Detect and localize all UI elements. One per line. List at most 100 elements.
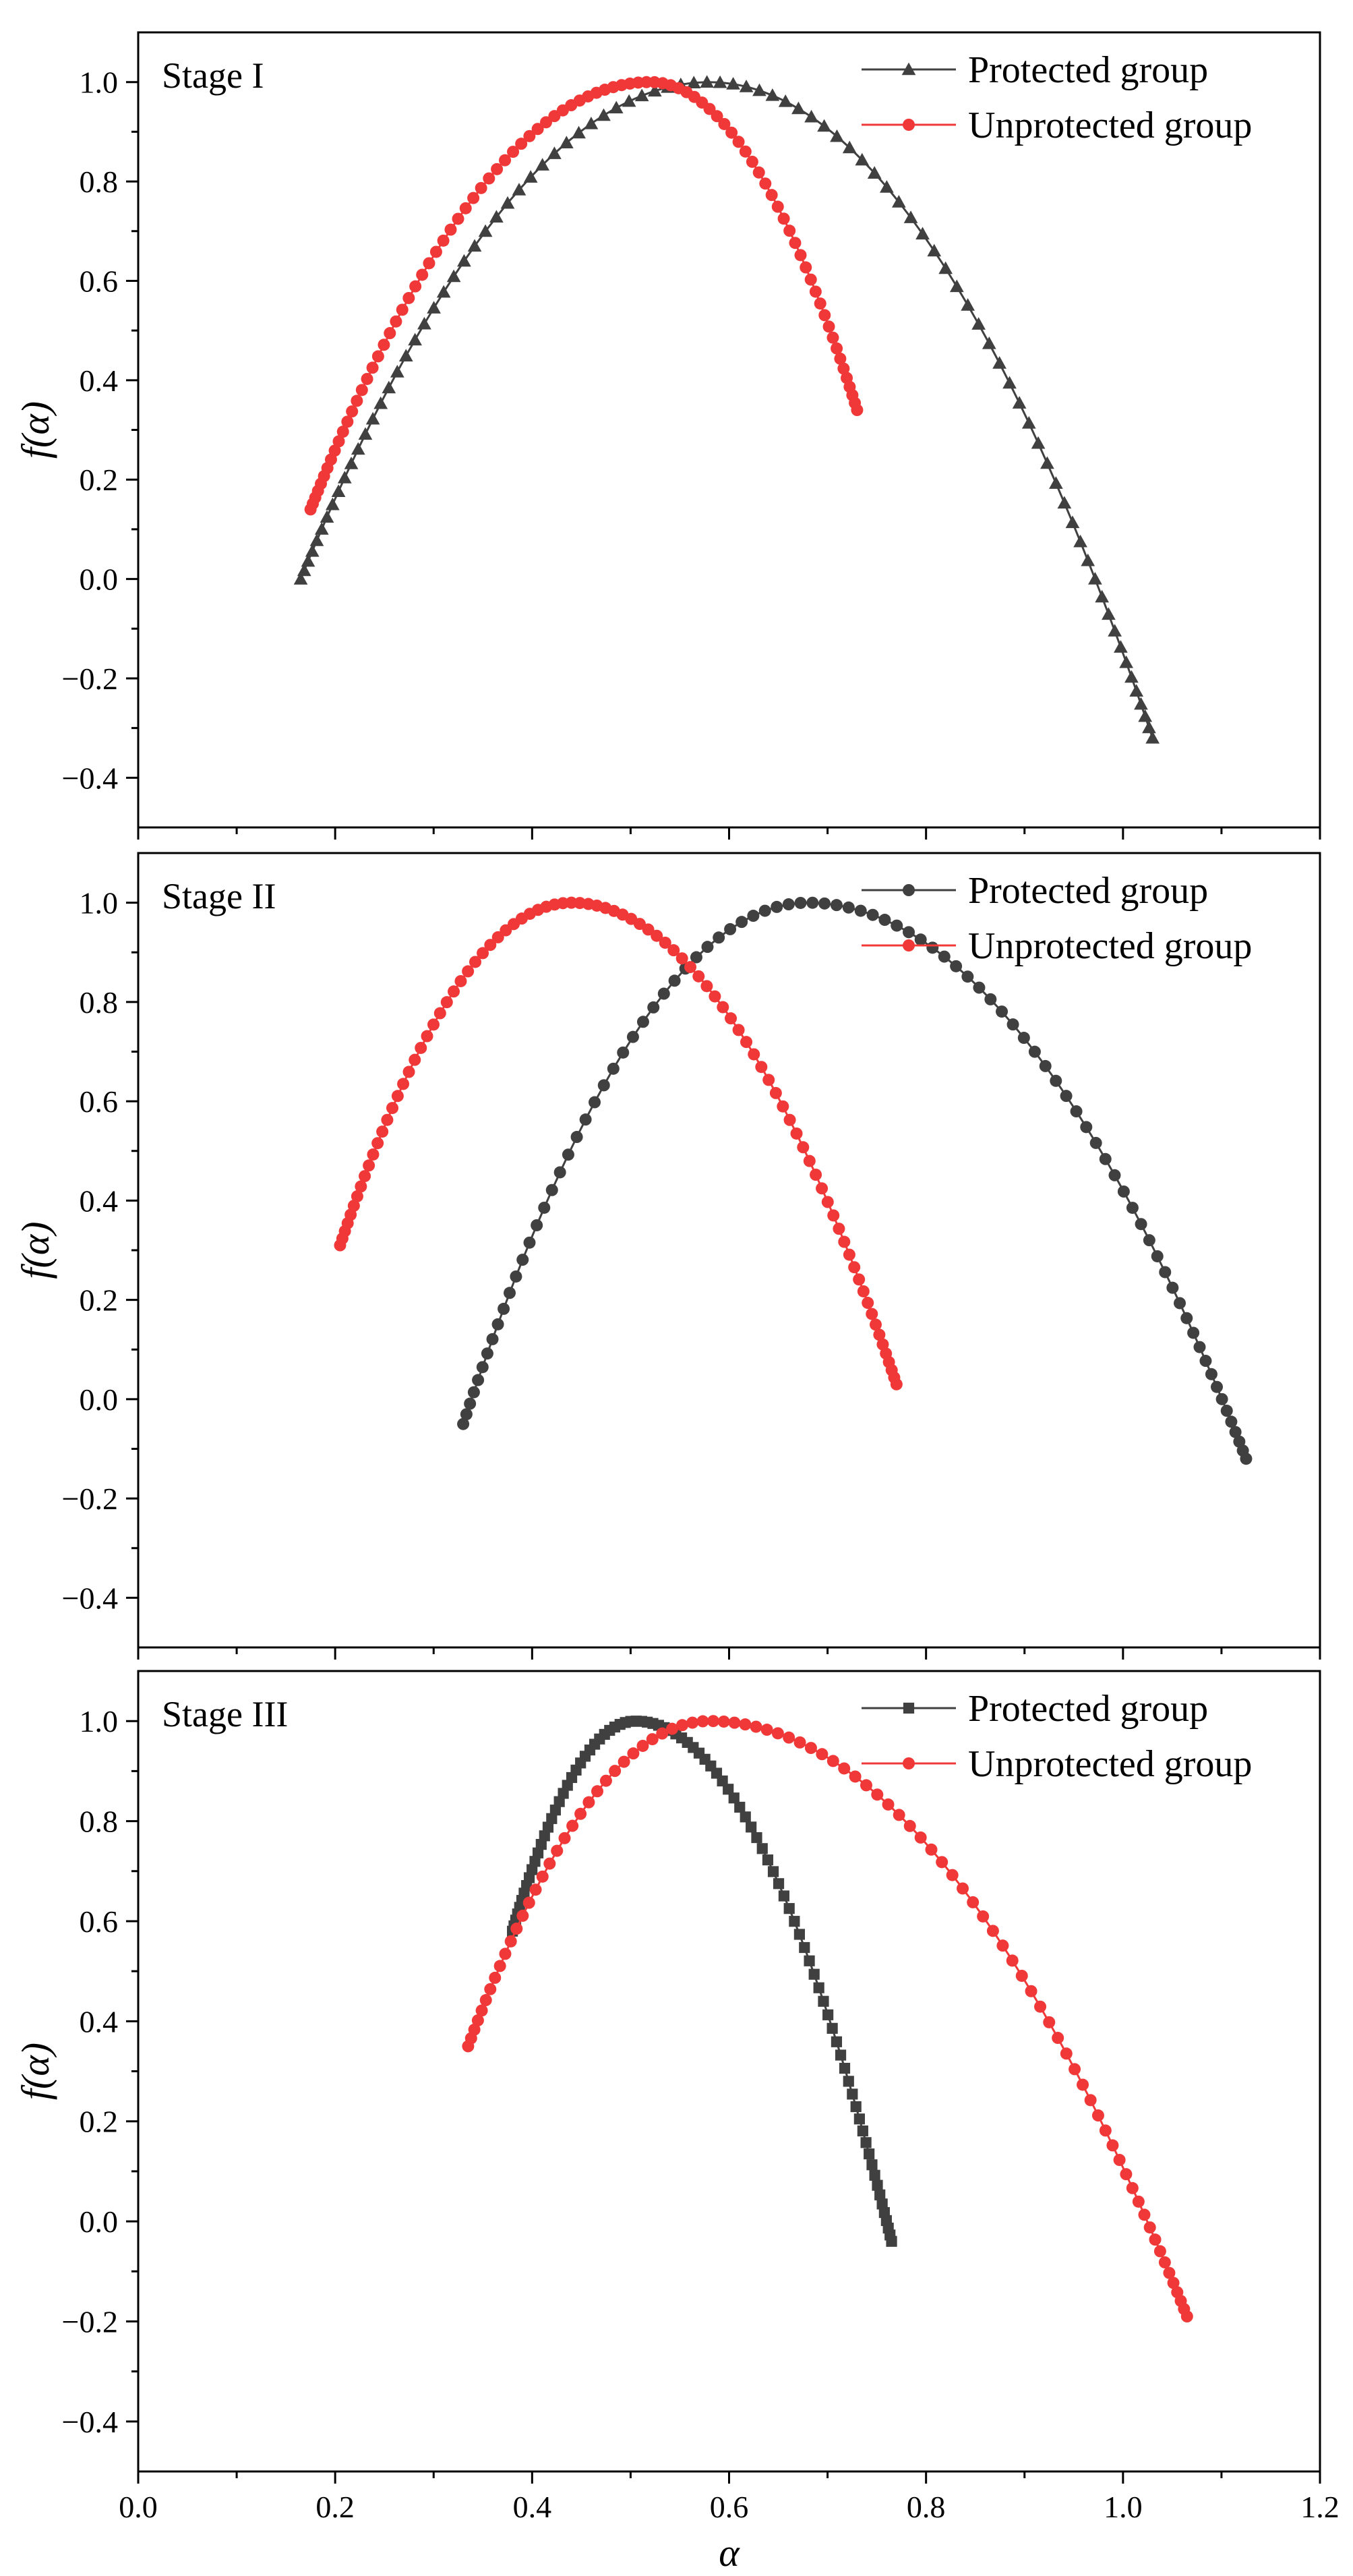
data-point <box>545 1183 558 1196</box>
data-point <box>1205 1368 1217 1380</box>
data-point <box>491 1318 504 1330</box>
data-point <box>328 444 341 457</box>
data-point <box>1158 2256 1171 2268</box>
data-point <box>684 961 697 974</box>
data-point <box>464 1397 477 1410</box>
legend-marker <box>901 62 916 76</box>
data-point <box>459 202 472 214</box>
data-point <box>341 415 354 428</box>
data-point <box>771 900 783 913</box>
data-point <box>878 914 891 927</box>
data-point <box>771 200 784 213</box>
data-point <box>522 1896 535 1909</box>
data-point <box>444 223 457 236</box>
data-point <box>971 317 986 330</box>
data-point <box>551 1844 564 1857</box>
data-point <box>1091 2109 1104 2122</box>
data-point <box>491 931 504 943</box>
data-point <box>574 1807 587 1820</box>
data-point <box>1108 624 1122 637</box>
data-point <box>1138 709 1153 722</box>
data-point <box>667 944 680 957</box>
legend-label: Unprotected group <box>968 1743 1252 1785</box>
data-point <box>597 1079 610 1092</box>
data-point <box>783 225 796 237</box>
data-point <box>1193 1341 1206 1353</box>
data-point <box>346 405 359 418</box>
data-point <box>949 279 964 293</box>
data-point <box>982 336 996 349</box>
data-point <box>1126 1202 1139 1214</box>
x-axis-title: α <box>719 2531 740 2575</box>
data-point <box>1119 655 1134 668</box>
data-point <box>711 110 723 123</box>
data-point <box>489 210 504 223</box>
x-tick-label: 1.2 <box>1300 2490 1340 2524</box>
data-point <box>397 1078 410 1090</box>
data-point <box>358 427 373 440</box>
data-point <box>373 396 388 409</box>
data-point <box>1151 1250 1164 1262</box>
data-point <box>686 76 701 89</box>
data-point <box>876 2198 888 2210</box>
data-point <box>790 1127 803 1140</box>
data-point <box>481 1347 493 1360</box>
data-point <box>723 1784 734 1795</box>
data-point <box>752 166 765 179</box>
data-point <box>675 1719 688 1732</box>
data-point <box>1132 2195 1145 2208</box>
data-point <box>813 1982 824 1993</box>
data-point <box>803 1154 816 1167</box>
data-point <box>686 1716 699 1729</box>
plot-frame <box>137 852 1321 1649</box>
data-point <box>1021 416 1036 429</box>
data-point <box>351 1190 363 1203</box>
data-point <box>725 1012 738 1025</box>
data-point <box>946 1869 959 1881</box>
data-point <box>626 1030 639 1043</box>
data-point <box>462 965 475 978</box>
data-point <box>408 332 422 346</box>
data-point <box>1113 2154 1126 2167</box>
data-point <box>915 227 930 240</box>
data-point <box>866 908 879 921</box>
y-tick-label: 0.0 <box>80 2204 119 2239</box>
data-point <box>618 1755 630 1768</box>
data-point <box>696 1715 709 1728</box>
data-point <box>765 88 780 101</box>
data-point <box>572 125 586 139</box>
data-point <box>634 88 649 102</box>
data-point <box>783 1113 796 1126</box>
data-point <box>866 2159 878 2171</box>
data-point <box>791 101 806 115</box>
data-point <box>314 522 329 535</box>
data-point <box>390 365 404 378</box>
data-point <box>305 544 320 557</box>
data-point <box>778 1890 790 1902</box>
data-point <box>1057 496 1072 509</box>
data-point <box>843 1248 855 1261</box>
data-point <box>1049 476 1063 489</box>
data-point <box>996 1939 1009 1952</box>
data-point <box>570 1131 583 1144</box>
data-point <box>728 1792 740 1804</box>
data-point <box>794 896 807 909</box>
data-point <box>384 327 396 340</box>
data-point <box>440 996 453 1009</box>
data-point <box>1240 1453 1253 1465</box>
data-point <box>523 1236 536 1249</box>
series-unprotected-group <box>462 1715 1193 2323</box>
data-point <box>724 923 737 935</box>
data-point <box>821 1196 834 1208</box>
data-point <box>402 1065 415 1078</box>
series-line <box>299 81 1154 738</box>
data-point <box>309 533 324 546</box>
data-point <box>409 1053 421 1066</box>
data-point <box>471 2014 484 2027</box>
data-point <box>562 1148 574 1161</box>
data-point <box>794 249 807 262</box>
x-tick-label: 1.0 <box>1104 2490 1143 2524</box>
series-protected-group <box>293 75 1160 744</box>
data-point <box>483 172 495 185</box>
data-point <box>477 947 489 960</box>
